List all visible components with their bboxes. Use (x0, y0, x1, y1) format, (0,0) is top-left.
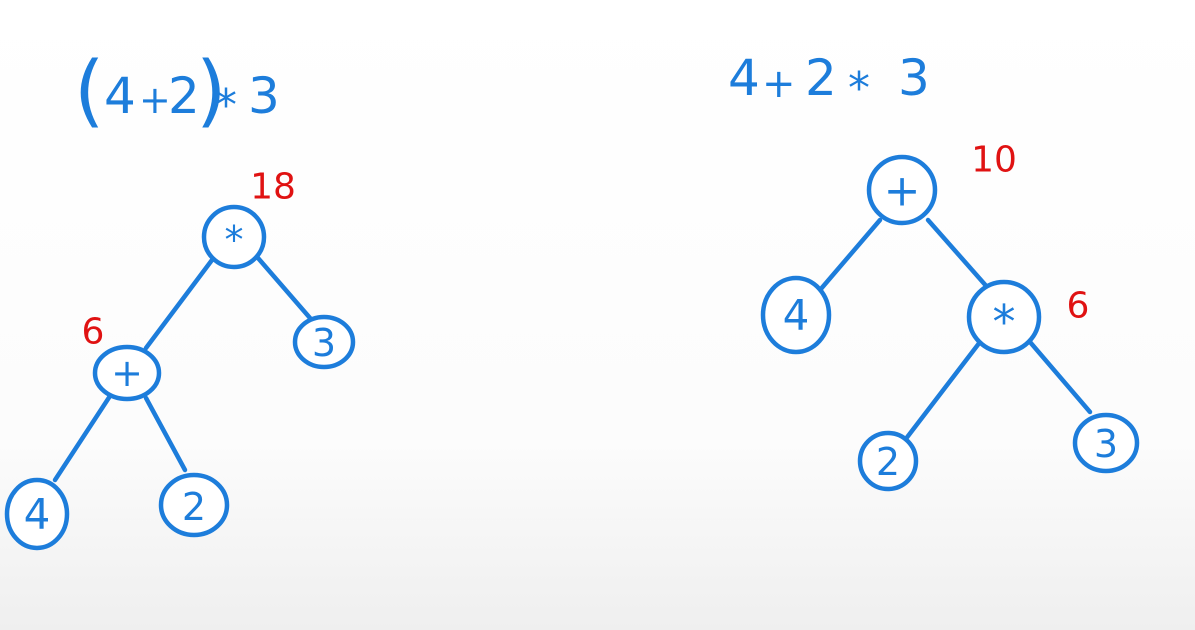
right-node-two: 2 (857, 430, 919, 492)
right-edge-root-mul (925, 217, 991, 291)
right-value-mul: 6 (1067, 286, 1090, 327)
left-node-three: 3 (292, 314, 356, 370)
left-node-two-label: 2 (182, 485, 206, 529)
right-node-four: 4 (760, 275, 832, 355)
right-node-mul-label: * (993, 295, 1016, 349)
left-expr-close-paren: ) (196, 46, 226, 136)
right-expr-times: * (848, 63, 870, 114)
left-edge-add-two (143, 395, 188, 473)
left-node-root-label: * (225, 218, 244, 262)
left-expr-operand-4: 4 (104, 67, 136, 125)
right-edge-mul-three (1027, 339, 1093, 415)
left-edge-add-four (52, 393, 113, 483)
right-expr-operand-3: 3 (898, 49, 930, 107)
left-node-two: 2 (158, 472, 230, 538)
left-expr-operand-2: 2 (168, 67, 200, 125)
right-expression: 4 + 2 * 3 (728, 49, 930, 114)
right-node-root-label: + (884, 166, 921, 217)
left-node-four-label: 4 (24, 490, 51, 539)
left-expr-operand-3: 3 (248, 67, 280, 125)
left-expr-open-paren: ( (74, 46, 104, 136)
left-expression: ( 4 + 2 ) * 3 (74, 46, 280, 136)
right-node-two-label: 2 (876, 440, 900, 484)
left-expr-times: * (215, 80, 237, 131)
right-node-mul: * (966, 279, 1042, 355)
left-tree: * + 3 4 2 18 6 (4, 167, 356, 551)
left-value-add: 6 (82, 312, 105, 353)
left-node-root: * (201, 204, 267, 270)
right-tree: + 4 * 2 3 10 6 (760, 140, 1140, 492)
left-node-three-label: 3 (312, 321, 336, 365)
left-expr-plus: + (139, 78, 171, 122)
left-node-add-label: + (111, 351, 143, 395)
right-edge-mul-two (902, 339, 983, 443)
left-edge-root-add (143, 257, 215, 351)
right-edge-root-four (817, 217, 883, 293)
left-node-four: 4 (4, 477, 70, 551)
right-node-root: + (866, 154, 938, 226)
left-edge-root-three (255, 255, 313, 321)
right-expr-operand-4: 4 (728, 49, 760, 107)
left-node-add: + (92, 344, 162, 402)
right-expr-plus: + (762, 61, 796, 107)
right-expr-operand-2: 2 (805, 49, 837, 107)
right-node-three-label: 3 (1094, 422, 1118, 466)
right-node-three: 3 (1072, 412, 1140, 474)
right-value-root: 10 (971, 140, 1017, 181)
right-node-four-label: 4 (783, 291, 810, 340)
left-value-root: 18 (250, 167, 296, 208)
